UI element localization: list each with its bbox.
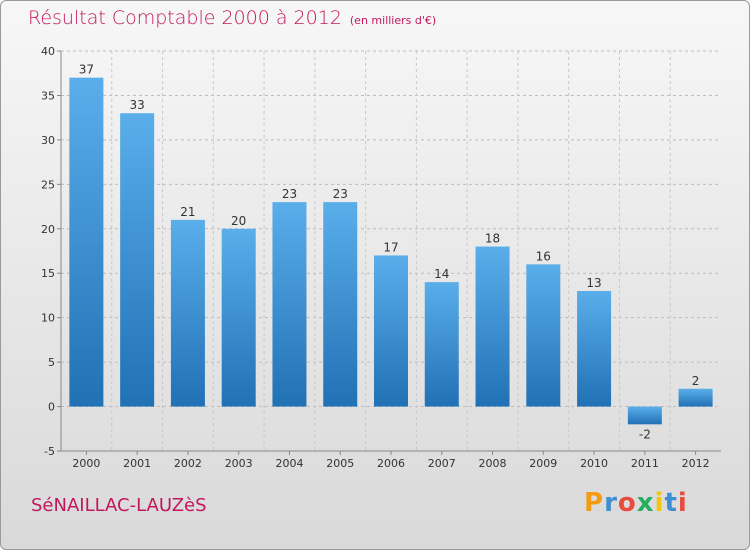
data-label: 2 xyxy=(692,374,700,388)
bar xyxy=(272,202,307,407)
data-label: 18 xyxy=(485,232,500,246)
y-tick-label: 10 xyxy=(41,312,55,325)
bars: 37 33 21 20 23 23 17 14 18 16 13 -2 2 xyxy=(69,63,713,441)
logo-letter: t xyxy=(664,488,678,518)
data-label: 20 xyxy=(231,214,246,228)
chart-unit: (en milliers d'€) xyxy=(349,14,437,27)
commune-name: SéNAILLAC-LAUZèS xyxy=(31,495,207,516)
bar xyxy=(627,406,662,425)
data-label: -2 xyxy=(639,427,651,441)
data-label: 23 xyxy=(282,187,297,201)
axes: -5 0 5 10 15 20 25 30 35 40 2000 2001 2002 2003 2004 20… xyxy=(41,45,721,470)
chart-title: Résultat Comptable 2000 à 2012 (en millie… xyxy=(28,7,436,29)
bar xyxy=(475,246,510,407)
x-tick-label: 2000 xyxy=(72,457,100,470)
bar xyxy=(170,219,205,407)
logo-letter: r xyxy=(604,488,618,518)
x-tick-label: 2002 xyxy=(174,457,202,470)
data-label: 13 xyxy=(586,276,601,290)
x-tick-label: 2006 xyxy=(377,457,405,470)
x-tick-label: 2012 xyxy=(682,457,710,470)
x-tick-label: 2001 xyxy=(123,457,151,470)
bar xyxy=(577,291,612,407)
y-tick-label: 25 xyxy=(41,178,55,191)
data-label: 33 xyxy=(130,98,145,112)
data-label: 17 xyxy=(383,240,398,254)
logo-letter: x xyxy=(636,488,655,518)
y-tick-label: 20 xyxy=(41,223,55,236)
y-tick-label: -5 xyxy=(44,445,55,458)
y-tick-label: 0 xyxy=(48,401,55,414)
y-tick-label: 5 xyxy=(48,356,55,369)
bar xyxy=(69,77,104,407)
data-label: 16 xyxy=(536,249,551,263)
logo-letter: i xyxy=(654,488,665,518)
y-tick-label: 35 xyxy=(41,89,55,102)
y-tick-label: 15 xyxy=(41,267,55,280)
y-tick-label: 40 xyxy=(41,45,55,58)
bar xyxy=(526,264,561,407)
data-label: 23 xyxy=(333,187,348,201)
data-label: 14 xyxy=(434,267,449,281)
bar xyxy=(424,282,459,407)
x-tick-label: 2003 xyxy=(225,457,253,470)
x-tick-label: 2004 xyxy=(275,457,303,470)
x-tick-label: 2010 xyxy=(580,457,608,470)
x-tick-label: 2011 xyxy=(631,457,659,470)
bar xyxy=(323,202,358,407)
x-tick-label: 2009 xyxy=(529,457,557,470)
logo-letter: i xyxy=(677,488,688,518)
y-tick-label: 30 xyxy=(41,134,55,147)
bar xyxy=(374,255,408,407)
proxiti-logo: Proxiti xyxy=(584,488,688,518)
bar xyxy=(221,228,256,407)
chart-title-main: Résultat Comptable 2000 à 2012 xyxy=(28,7,342,29)
bar xyxy=(120,113,155,407)
logo-letter: P xyxy=(584,488,605,518)
bar xyxy=(678,388,713,407)
logo-letter: o xyxy=(617,488,637,518)
x-tick-label: 2008 xyxy=(479,457,507,470)
x-tick-label: 2005 xyxy=(326,457,354,470)
x-tick-label: 2007 xyxy=(428,457,456,470)
data-label: 21 xyxy=(180,205,195,219)
data-label: 37 xyxy=(79,63,94,77)
